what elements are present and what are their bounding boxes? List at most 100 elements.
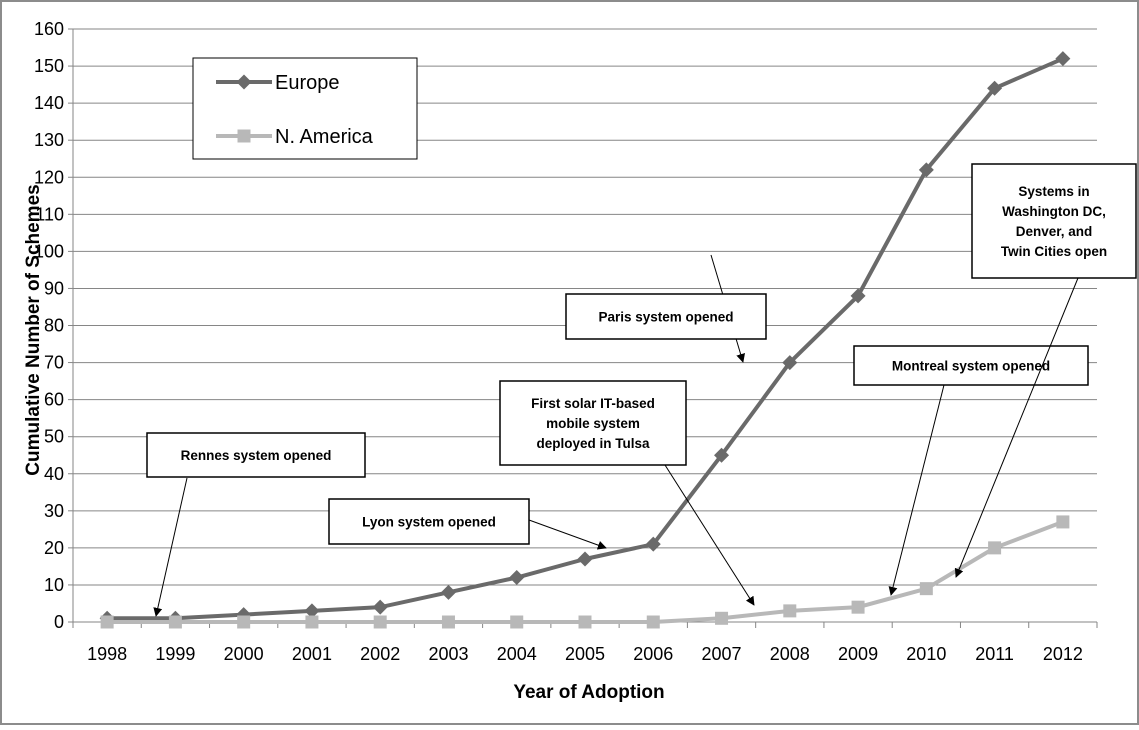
annotation-text: Twin Cities open bbox=[1001, 244, 1107, 259]
point-europe bbox=[850, 288, 866, 304]
point-n-america bbox=[919, 582, 933, 596]
annotation-text: Lyon system opened bbox=[362, 515, 496, 530]
y-tick-label: 120 bbox=[34, 167, 64, 187]
x-tick-label: 2002 bbox=[360, 644, 400, 664]
point-n-america bbox=[578, 615, 592, 629]
x-tick-label: 2007 bbox=[702, 644, 742, 664]
y-tick-label: 150 bbox=[34, 56, 64, 76]
y-tick-label: 40 bbox=[44, 464, 64, 484]
annotation-box bbox=[853, 345, 1089, 386]
y-tick-label: 160 bbox=[34, 19, 64, 39]
annotation-box bbox=[328, 498, 530, 545]
y-tick-label: 130 bbox=[34, 130, 64, 150]
point-europe bbox=[372, 599, 388, 615]
annotation-arrow bbox=[528, 519, 607, 550]
annotation-box bbox=[146, 432, 366, 478]
legend-box bbox=[192, 57, 418, 160]
y-tick-label: 20 bbox=[44, 538, 64, 558]
legend-marker-n-america bbox=[237, 129, 251, 143]
point-n-america bbox=[305, 615, 319, 629]
y-tick-label: 100 bbox=[34, 241, 64, 261]
legend-marker-europe bbox=[236, 74, 252, 90]
point-europe bbox=[782, 355, 798, 371]
x-tick-label: 2004 bbox=[497, 644, 537, 664]
x-tick-label: 2003 bbox=[428, 644, 468, 664]
annotation-us-cities: Systems in Washington DC, Denver, and Twin … bbox=[954, 163, 1137, 578]
y-tick-label: 60 bbox=[44, 390, 64, 410]
point-n-america bbox=[373, 615, 387, 629]
x-tick-label: 1999 bbox=[155, 644, 195, 664]
point-n-america bbox=[100, 615, 114, 629]
annotation-text: deployed in Tulsa bbox=[536, 436, 650, 451]
y-axis-title: Cumulative Number of Schemes bbox=[23, 184, 44, 475]
annotation-box bbox=[499, 380, 687, 466]
x-tick-label: 2011 bbox=[975, 644, 1014, 664]
annotation-text: Denver, and bbox=[1016, 224, 1093, 239]
annotation-text: Systems in bbox=[1018, 184, 1089, 199]
annotation-montreal: Montreal system opened bbox=[853, 345, 1089, 596]
y-tick-label: 0 bbox=[54, 612, 64, 632]
point-europe bbox=[440, 584, 456, 600]
y-tick-label: 50 bbox=[44, 427, 64, 447]
annotation-lyon: Lyon system opened bbox=[328, 498, 607, 550]
annotation-arrow bbox=[153, 477, 188, 617]
legend-label-n-america: N. America bbox=[275, 126, 374, 148]
point-n-america bbox=[646, 615, 660, 629]
point-europe bbox=[509, 570, 525, 586]
x-tick-label: 2006 bbox=[633, 644, 673, 664]
x-axis-title: Year of Adoption bbox=[513, 682, 664, 703]
legend: Europe N. America bbox=[192, 57, 418, 160]
legend-label-europe: Europe bbox=[275, 72, 340, 94]
annotation-arrow bbox=[954, 277, 1079, 578]
point-europe bbox=[918, 162, 934, 178]
x-tick-label: 2010 bbox=[906, 644, 946, 664]
annotation-rennes: Rennes system opened bbox=[146, 432, 366, 617]
annotation-text: Rennes system opened bbox=[181, 448, 332, 463]
x-tick-labels: 1998 1999 2000 2001 2002 2003 2004 2005 2006 2007… bbox=[87, 644, 1083, 664]
point-n-america bbox=[237, 615, 251, 629]
y-tick-label: 90 bbox=[44, 278, 64, 298]
y-tick-label: 140 bbox=[34, 93, 64, 113]
x-tick-label: 2009 bbox=[838, 644, 878, 664]
point-n-america bbox=[441, 615, 455, 629]
x-tick-label: 2012 bbox=[1043, 644, 1083, 664]
point-europe bbox=[1055, 51, 1071, 67]
point-n-america bbox=[168, 615, 182, 629]
annotation-text: Montreal system opened bbox=[892, 359, 1050, 374]
annotation-arrow bbox=[664, 464, 755, 606]
x-tick-label: 2001 bbox=[292, 644, 332, 664]
x-tick-label: 2005 bbox=[565, 644, 605, 664]
point-europe bbox=[645, 536, 661, 552]
series-markers bbox=[99, 51, 1071, 629]
annotation-box bbox=[565, 293, 767, 340]
x-tick-label: 2000 bbox=[224, 644, 264, 664]
point-n-america bbox=[783, 604, 797, 618]
point-n-america bbox=[851, 600, 865, 614]
annotation-text: Washington DC, bbox=[1002, 204, 1106, 219]
point-n-america bbox=[988, 541, 1002, 555]
point-n-america bbox=[715, 611, 729, 625]
x-tick-label: 1998 bbox=[87, 644, 127, 664]
y-tick-label: 10 bbox=[44, 575, 64, 595]
annotation-text: mobile system bbox=[546, 416, 640, 431]
y-tick-label: 80 bbox=[44, 316, 64, 336]
annotation-text: First solar IT-based bbox=[531, 396, 655, 411]
point-europe bbox=[304, 603, 320, 619]
point-n-america bbox=[1056, 515, 1070, 529]
point-n-america bbox=[510, 615, 524, 629]
y-tick-label: 110 bbox=[35, 204, 64, 224]
annotation-tulsa: First solar IT-based mobile system deploye… bbox=[499, 380, 755, 606]
point-europe bbox=[714, 447, 730, 463]
point-europe bbox=[987, 80, 1003, 96]
annotation-paris: Paris system opened bbox=[565, 254, 767, 363]
y-tick-labels: 0 10 20 30 40 50 60 70 80 90 100 110 120 130 140 150 160 bbox=[34, 19, 64, 632]
point-europe bbox=[577, 551, 593, 567]
annotation-text: Paris system opened bbox=[598, 310, 733, 325]
x-tick-label: 2008 bbox=[770, 644, 810, 664]
y-tick-label: 70 bbox=[44, 353, 64, 373]
y-tick-label: 30 bbox=[44, 501, 64, 521]
annotation-box bbox=[971, 163, 1137, 279]
